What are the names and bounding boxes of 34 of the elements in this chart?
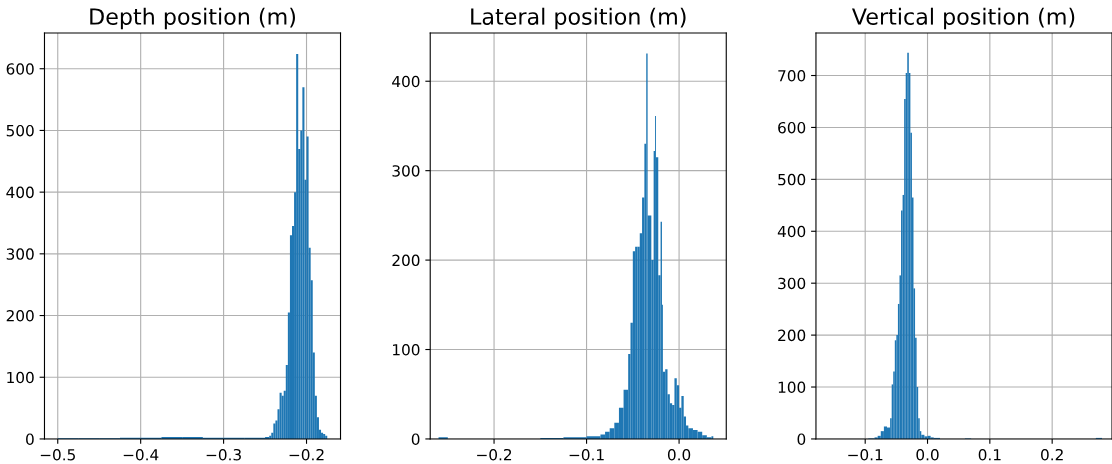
y-tick-label: 700 [778,69,806,82]
x-tick-label: 0.0 [916,448,939,461]
y-tick-label: 400 [6,186,34,199]
y-tick-label: 100 [7,371,34,384]
x-tick-label: −0.4 [123,448,159,461]
chart-title: Lateral position (m) [471,7,686,30]
x-tick-label: 0.2 [1041,448,1063,461]
chart-title: Depth position (m) [90,7,295,30]
y-tick-label: 200 [6,310,34,322]
y-tick-label: 500 [6,124,34,137]
y-tick-label: 600 [6,63,34,75]
x-tick-label: −0.5 [40,448,75,461]
y-tick-label: 200 [778,329,806,342]
y-tick-label: 400 [392,75,420,88]
y-tick-label: 500 [778,173,806,186]
chart-title: Vertical position (m) [852,7,1075,30]
x-tick-label: 0.0 [667,448,691,461]
y-tick-label: 100 [393,343,420,356]
x-tick-label: −0.2 [289,448,324,461]
y-tick-label: 0 [411,433,420,445]
x-tick-label: −0.1 [848,448,883,461]
y-tick-label: 600 [778,121,806,134]
y-tick-label: 200 [392,254,420,267]
y-tick-label: 0 [797,433,806,445]
y-tick-label: 0 [26,433,34,445]
x-tick-label: 0.1 [978,448,1001,461]
x-tick-label: −0.1 [569,448,604,461]
y-tick-label: 100 [778,381,806,394]
y-tick-label: 300 [6,248,34,260]
x-tick-label: −0.2 [477,448,512,461]
y-tick-label: 300 [392,165,420,177]
y-tick-label: 300 [778,277,806,290]
x-tick-label: −0.3 [206,448,241,461]
y-tick-label: 400 [777,225,806,238]
